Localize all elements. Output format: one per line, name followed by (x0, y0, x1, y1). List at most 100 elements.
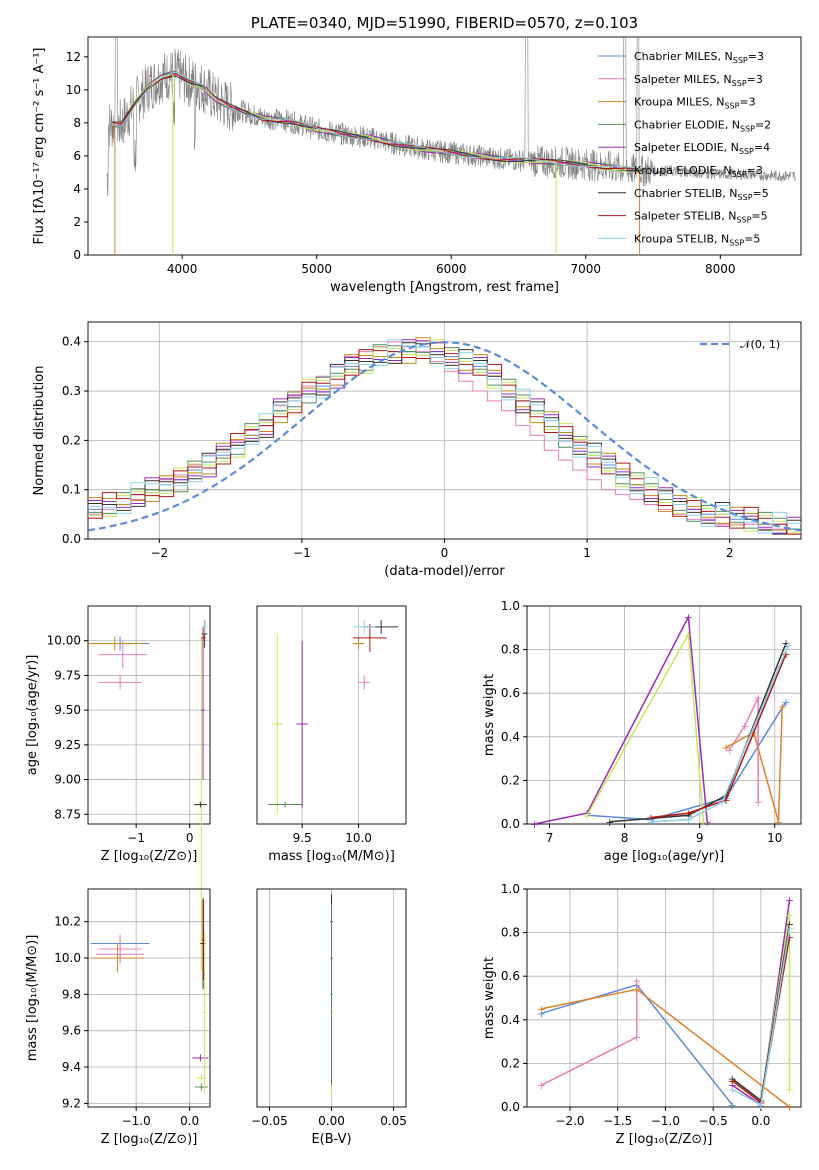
y-tick-label: 0.3 (62, 384, 81, 398)
weight-marker: + (781, 637, 790, 650)
weight-marker: + (537, 1079, 546, 1092)
weight-marker: + (785, 909, 794, 922)
weight_vs_age-frame (526, 605, 802, 825)
y-tick-label: 10.00 (47, 634, 81, 648)
legend-entry: Kroupa ELODIE, NSSP=3 (634, 164, 763, 179)
legend-value: =5 (753, 187, 769, 200)
x-tick-label: 7000 (570, 262, 601, 276)
weight-marker: + (774, 816, 783, 829)
x-axis-label: Z [log₁₀(Z/Z⊙)] (101, 849, 198, 864)
weight-marker: + (684, 628, 693, 641)
legend-subscript: SSP (738, 193, 753, 202)
x-tick-label: 7 (546, 831, 554, 845)
weight-marker: + (632, 1031, 641, 1044)
weight-line (650, 644, 789, 823)
x-tick-label: 9.5 (293, 831, 312, 845)
y-tick-label: 10.2 (54, 915, 81, 929)
legend-entry: Chabrier STELIB, NSSP=5 (634, 187, 769, 202)
age_vs_mass-axes (256, 605, 407, 828)
x-tick-label: 9 (696, 831, 704, 845)
x-tick-label: 0 (441, 546, 449, 560)
y-tick-label: 1.0 (501, 599, 520, 613)
y-tick-label: 8 (73, 116, 81, 130)
x-tick-label: 0 (186, 831, 194, 845)
weight-marker: + (703, 816, 712, 829)
weight-marker: + (728, 1075, 737, 1088)
x-tick-label: −1 (127, 831, 145, 845)
y-tick-label: 12 (66, 50, 81, 64)
y-tick-label: 9.8 (62, 987, 81, 1001)
y-tick-label: 1.0 (501, 882, 520, 896)
x-tick-label: −1.0 (651, 1114, 680, 1128)
y-tick-label: 10 (66, 83, 81, 97)
y-tick-label: 0.0 (501, 817, 520, 831)
weight-marker: + (646, 816, 655, 829)
weight-marker: + (632, 983, 641, 996)
x-axis-label: age [log₁₀(age/yr)] (604, 849, 725, 864)
weight-line (725, 706, 783, 823)
x-tick-label: 0.00 (318, 1114, 345, 1128)
y-tick-label: 9.6 (62, 1024, 81, 1038)
y-axis-label: age [log₁₀(age/yr)] (25, 655, 40, 776)
y-axis-label: mass weight (482, 957, 497, 1039)
weight-marker: + (721, 790, 730, 803)
x-tick-label: −1.5 (603, 1114, 632, 1128)
weight-marker: + (754, 692, 763, 705)
legend-subscript: SSP (733, 56, 748, 65)
y-tick-label: 0.2 (62, 433, 81, 447)
legend-subscript: SSP (729, 238, 744, 247)
y-tick-label: 0.4 (62, 335, 81, 349)
y-tick-label: 9.4 (62, 1060, 81, 1074)
x-tick-label: 0.05 (380, 1114, 407, 1128)
model-spectrum (112, 71, 643, 170)
y-tick-label: 0.0 (62, 532, 81, 546)
spectrum-axes (84, 36, 802, 259)
weight-marker: + (785, 1084, 794, 1097)
weight-line (587, 701, 787, 821)
histogram-group (88, 337, 801, 535)
age_vs_Z-points (88, 619, 208, 972)
x-axis-label: Z [log₁₀(Z/Z⊙)] (101, 1132, 198, 1147)
age_vs_mass-points (268, 619, 399, 815)
normal-curve (88, 341, 801, 532)
legend-entry: 𝒩(0, 1) (740, 338, 780, 351)
x-tick-label: 2 (726, 546, 734, 560)
legend-entry: Salpeter STELIB, NSSP=5 (634, 210, 768, 225)
x-tick-label: 0.0 (751, 1114, 770, 1128)
y-tick-label: 10.0 (54, 951, 81, 965)
legend-entry: Kroupa STELIB, NSSP=5 (634, 232, 760, 247)
y-tick-label: 9.2 (62, 1096, 81, 1110)
weight-marker: + (721, 742, 730, 755)
age_vs_Z-axes (84, 605, 211, 828)
age_vs_mass-frame (256, 605, 407, 825)
legend-value: =3 (748, 50, 764, 63)
y-tick-label: 8.75 (54, 807, 81, 821)
x-axis-label: wavelength [Angstrom, rest frame] (330, 280, 559, 295)
weight-marker: + (582, 807, 591, 820)
legend-entry: Salpeter MILES, NSSP=3 (634, 73, 763, 88)
y-axis-label: Flux [fλ10⁻¹⁷ erg cm⁻² s⁻¹ A⁻¹] (32, 48, 47, 245)
model-spectrum (112, 75, 643, 172)
weight-line (609, 642, 787, 823)
legend-value: =3 (747, 164, 763, 177)
weight-marker: + (728, 1084, 737, 1097)
legend-value: =5 (744, 232, 760, 245)
x-tick-label: 6000 (436, 262, 467, 276)
x-tick-label: −2 (150, 546, 168, 560)
legend-entry: Chabrier MILES, NSSP=3 (634, 50, 764, 65)
x-axis-label: (data-model)/error (384, 564, 505, 579)
weight-marker: + (728, 1073, 737, 1086)
weight-marker: + (684, 814, 693, 827)
mass_vs_Z-frame (87, 888, 211, 1108)
weight-marker: + (728, 1099, 737, 1112)
y-tick-label: 2 (73, 215, 81, 229)
x-tick-label: −1 (293, 546, 311, 560)
y-axis-label: mass [log₁₀(M/M⊙)] (25, 935, 40, 1062)
y-tick-label: 9.25 (54, 738, 81, 752)
y-tick-label: 0.2 (501, 1056, 520, 1070)
weight-marker: + (781, 696, 790, 709)
histogram-series (88, 339, 801, 534)
weight-marker: + (646, 814, 655, 827)
weight-marker: + (582, 809, 591, 822)
